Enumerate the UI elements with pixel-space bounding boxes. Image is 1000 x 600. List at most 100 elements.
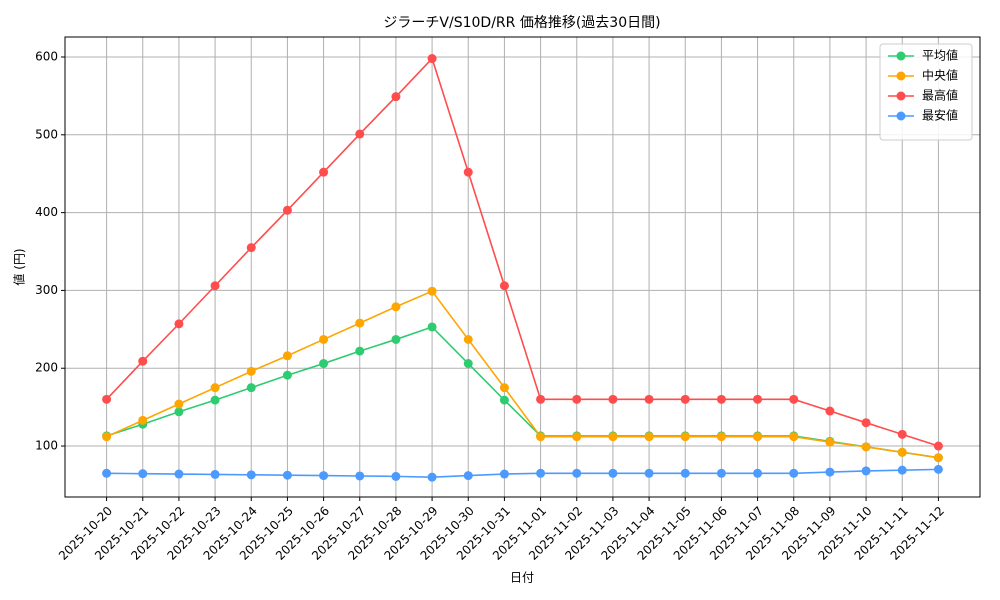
data-point: [825, 406, 835, 416]
data-point: [319, 471, 329, 481]
data-point: [644, 468, 654, 478]
data-point: [391, 92, 401, 102]
data-point: [716, 468, 726, 478]
data-point: [463, 334, 473, 344]
y-axis-label: 値 (円): [12, 248, 27, 285]
data-point: [572, 468, 582, 478]
series-line: [106, 468, 939, 478]
data-point: [319, 167, 329, 177]
data-point: [608, 394, 618, 404]
series-line: [106, 290, 939, 459]
data-point: [210, 469, 220, 479]
data-point: [427, 54, 437, 64]
legend-label: 平均値: [922, 48, 958, 63]
data-point: [499, 469, 509, 479]
data-point: [355, 471, 365, 481]
data-point: [499, 383, 509, 393]
legend-marker: [896, 71, 906, 81]
y-tick-label: 500: [35, 127, 58, 141]
data-point: [174, 319, 184, 329]
chart-title: ジラーチV/S10D/RR 価格推移(過去30日間): [383, 15, 660, 31]
legend-marker: [896, 51, 906, 61]
series-line: [106, 326, 939, 459]
y-tick-label: 600: [35, 49, 58, 63]
data-point: [463, 471, 473, 481]
data-point: [210, 281, 220, 291]
data-point: [102, 432, 112, 442]
data-point: [138, 356, 148, 366]
data-point: [463, 167, 473, 177]
data-point: [897, 429, 907, 439]
data-point: [499, 281, 509, 291]
data-point: [355, 318, 365, 328]
data-point: [933, 464, 943, 474]
data-point: [138, 415, 148, 425]
data-point: [246, 366, 256, 376]
data-point: [427, 286, 437, 296]
data-point: [391, 302, 401, 312]
data-point: [536, 468, 546, 478]
data-point: [391, 471, 401, 481]
y-tick-label: 100: [35, 439, 58, 453]
data-point: [789, 432, 799, 442]
data-point: [319, 334, 329, 344]
x-axis-label: 日付: [510, 571, 534, 585]
data-point: [716, 394, 726, 404]
data-point: [102, 394, 112, 404]
data-point: [680, 394, 690, 404]
data-point: [861, 466, 871, 476]
data-point: [680, 432, 690, 442]
data-point: [355, 346, 365, 356]
legend-marker: [896, 91, 906, 101]
data-point: [608, 432, 618, 442]
data-point: [789, 394, 799, 404]
data-point: [282, 351, 292, 361]
plot-frame: [64, 36, 981, 498]
data-point: [319, 359, 329, 369]
data-point: [174, 399, 184, 409]
data-point: [644, 394, 654, 404]
y-tick-label: 300: [35, 283, 58, 297]
data-point: [933, 441, 943, 451]
data-point: [753, 468, 763, 478]
data-point: [210, 395, 220, 405]
legend-label: 中央値: [922, 68, 958, 83]
data-point: [789, 468, 799, 478]
data-point: [246, 243, 256, 253]
data-point: [427, 322, 437, 332]
data-point: [174, 407, 184, 417]
legend-label: 最高値: [922, 88, 958, 103]
data-point: [174, 469, 184, 479]
legend-label: 最安値: [922, 108, 958, 123]
data-point: [355, 129, 365, 139]
y-tick-label: 200: [35, 361, 58, 375]
data-point: [644, 432, 654, 442]
data-point: [463, 359, 473, 369]
data-point: [138, 469, 148, 479]
data-point: [861, 442, 871, 452]
data-point: [897, 447, 907, 457]
legend-marker: [896, 111, 906, 121]
data-point: [572, 394, 582, 404]
data-point: [282, 370, 292, 380]
data-point: [391, 334, 401, 344]
data-point: [427, 472, 437, 482]
data-point: [753, 394, 763, 404]
data-point: [933, 453, 943, 463]
series-line: [106, 57, 939, 447]
data-point: [102, 468, 112, 478]
data-point: [246, 470, 256, 480]
data-point: [572, 432, 582, 442]
data-point: [536, 432, 546, 442]
data-point: [825, 437, 835, 447]
data-point: [825, 467, 835, 477]
data-point: [897, 465, 907, 475]
data-point: [246, 383, 256, 393]
data-point: [210, 383, 220, 393]
data-point: [536, 394, 546, 404]
data-point: [499, 395, 509, 405]
data-point: [861, 418, 871, 428]
data-point: [282, 470, 292, 480]
